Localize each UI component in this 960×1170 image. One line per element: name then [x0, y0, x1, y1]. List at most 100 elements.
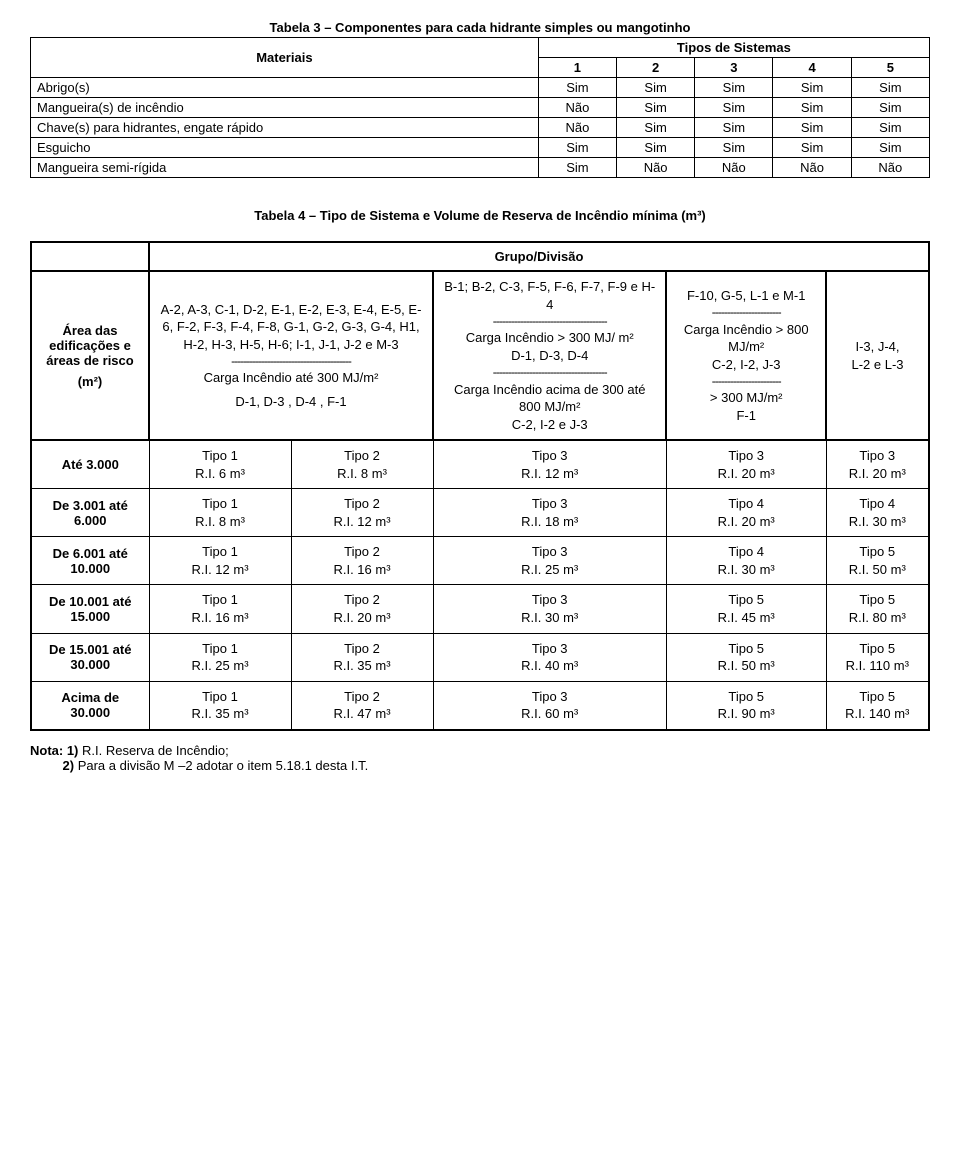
- t4-cell: Tipo 5R.I. 50 m³: [826, 537, 929, 585]
- t4-cell: Tipo 3R.I. 60 m³: [433, 681, 666, 730]
- t4-colD-l2: Carga Incêndio > 800 MJ/m²: [675, 321, 817, 356]
- t4-group-header: Grupo/Divisão: [149, 242, 929, 271]
- t4-colD-l3: C-2, I-2, J-3: [675, 356, 817, 374]
- t4-colD-l1: F-10, G-5, L-1 e M-1: [675, 287, 817, 305]
- t3-cell: Não: [617, 158, 695, 178]
- t4-cell: Tipo 1R.I. 6 m³: [149, 440, 291, 489]
- t4-cell: Tipo 5R.I. 90 m³: [666, 681, 826, 730]
- t4-colD-l4: > 300 MJ/m²: [675, 389, 817, 407]
- t3-cell: Não: [695, 158, 773, 178]
- t3-cell: Sim: [617, 78, 695, 98]
- t4-colE-l2: L-2 e L-3: [835, 356, 920, 374]
- t3-cell: Não: [773, 158, 851, 178]
- t4-row-label: Até 3.000: [31, 440, 149, 489]
- t3-cell: Sim: [773, 98, 851, 118]
- t4-cell: Tipo 2R.I. 12 m³: [291, 489, 433, 537]
- t4-cell: Tipo 5R.I. 45 m³: [666, 585, 826, 633]
- t4-row-label: De 6.001 até 10.000: [31, 537, 149, 585]
- t4-row-label: De 10.001 até 15.000: [31, 585, 149, 633]
- t3-cell: Sim: [538, 78, 616, 98]
- t3-cell: Sim: [851, 118, 929, 138]
- t4-colC-sep2: --------------------------------------: [442, 364, 657, 380]
- note-1: R.I. Reserva de Incêndio;: [78, 743, 228, 758]
- t3-row-label: Abrigo(s): [31, 78, 539, 98]
- t4-cell: Tipo 3R.I. 25 m³: [433, 537, 666, 585]
- t3-cell: Sim: [617, 138, 695, 158]
- t3-col-4: 4: [773, 58, 851, 78]
- t4-cell: Tipo 2R.I. 20 m³: [291, 585, 433, 633]
- t4-colA-l1: A-2, A-3, C-1, D-2, E-1, E-2, E-3, E-4, …: [158, 301, 424, 354]
- t4-cell: Tipo 5R.I. 110 m³: [826, 633, 929, 681]
- t4-colE-header: I-3, J-4, L-2 e L-3: [826, 271, 929, 440]
- t3-cell: Sim: [851, 138, 929, 158]
- t3-cell: Sim: [695, 118, 773, 138]
- t4-cell: Tipo 2R.I. 16 m³: [291, 537, 433, 585]
- t3-col-3: 3: [695, 58, 773, 78]
- t3-row-label: Chave(s) para hidrantes, engate rápido: [31, 118, 539, 138]
- t4-row-label: De 3.001 até 6.000: [31, 489, 149, 537]
- t4-row-label: Acima de 30.000: [31, 681, 149, 730]
- t3-cell: Sim: [851, 78, 929, 98]
- t4-colC-sep1: --------------------------------------: [442, 313, 657, 329]
- t4-colC-l5: C-2, I-2 e J-3: [442, 416, 657, 434]
- t3-cell: Sim: [695, 98, 773, 118]
- t4-colD-l5: F-1: [675, 407, 817, 425]
- t4-area-label-1: Área das edificações e áreas de risco: [40, 323, 140, 368]
- t4-colC-l2: Carga Incêndio > 300 MJ/ m²: [442, 329, 657, 347]
- t4-cell: Tipo 1R.I. 16 m³: [149, 585, 291, 633]
- note-2-lead: 2): [63, 758, 75, 773]
- t4-cell: Tipo 3R.I. 18 m³: [433, 489, 666, 537]
- t4-colC-l3: D-1, D-3, D-4: [442, 347, 657, 365]
- t3-cell: Sim: [851, 98, 929, 118]
- t3-row-label: Mangueira semi-rígida: [31, 158, 539, 178]
- t4-colC-l1: B-1; B-2, C-3, F-5, F-6, F-7, F-9 e H-4: [442, 278, 657, 313]
- t4-area-label-2: (m²): [40, 374, 140, 389]
- t4-cell: Tipo 2R.I. 35 m³: [291, 633, 433, 681]
- t4-area-label: Área das edificações e áreas de risco (m…: [31, 271, 149, 440]
- t3-cell: Não: [538, 118, 616, 138]
- t4-colC-l4: Carga Incêndio acima de 300 até 800 MJ/m…: [442, 381, 657, 416]
- t3-cell: Sim: [695, 138, 773, 158]
- t3-row-label: Esguicho: [31, 138, 539, 158]
- t3-cell: Não: [538, 98, 616, 118]
- t4-cell: Tipo 4R.I. 30 m³: [826, 489, 929, 537]
- t4-cell: Tipo 4R.I. 20 m³: [666, 489, 826, 537]
- t4-cell: Tipo 3R.I. 30 m³: [433, 585, 666, 633]
- t4-cell: Tipo 4R.I. 30 m³: [666, 537, 826, 585]
- t3-col-2: 2: [617, 58, 695, 78]
- t3-row-label: Mangueira(s) de incêndio: [31, 98, 539, 118]
- t3-cell: Não: [851, 158, 929, 178]
- t4-cell: Tipo 3R.I. 40 m³: [433, 633, 666, 681]
- table3: Materiais Tipos de Sistemas 1 2 3 4 5 Ab…: [30, 37, 930, 178]
- t4-cell: Tipo 1R.I. 12 m³: [149, 537, 291, 585]
- note-2: Para a divisão M –2 adotar o item 5.18.1…: [74, 758, 368, 773]
- t4-cell: Tipo 1R.I. 35 m³: [149, 681, 291, 730]
- t3-col-5: 5: [851, 58, 929, 78]
- t4-row-label: De 15.001 até 30.000: [31, 633, 149, 681]
- t4-colA-l3: D-1, D-3 , D-4 , F-1: [158, 393, 424, 411]
- t4-colC-header: B-1; B-2, C-3, F-5, F-6, F-7, F-9 e H-4 …: [433, 271, 666, 440]
- t3-header-tipos: Tipos de Sistemas: [538, 38, 929, 58]
- table3-title: Tabela 3 – Componentes para cada hidrant…: [30, 20, 930, 35]
- t3-cell: Sim: [773, 78, 851, 98]
- t4-colD-sep2: -----------------------: [675, 373, 817, 389]
- t4-cell: Tipo 1R.I. 25 m³: [149, 633, 291, 681]
- t4-colA-header: A-2, A-3, C-1, D-2, E-1, E-2, E-3, E-4, …: [149, 271, 433, 440]
- t4-cell: Tipo 2R.I. 8 m³: [291, 440, 433, 489]
- t4-cell: Tipo 1R.I. 8 m³: [149, 489, 291, 537]
- t4-cell: Tipo 3R.I. 20 m³: [826, 440, 929, 489]
- table4: Grupo/Divisão Área das edificações e áre…: [30, 241, 930, 731]
- t4-cell: Tipo 5R.I. 50 m³: [666, 633, 826, 681]
- t4-cell: Tipo 5R.I. 140 m³: [826, 681, 929, 730]
- t4-colE-l1: I-3, J-4,: [835, 338, 920, 356]
- t3-header-materials: Materiais: [31, 38, 539, 78]
- t3-cell: Sim: [617, 118, 695, 138]
- t4-colA-l2: Carga Incêndio até 300 MJ/m²: [158, 369, 424, 387]
- t4-cell: Tipo 3R.I. 20 m³: [666, 440, 826, 489]
- t3-cell: Sim: [773, 118, 851, 138]
- t4-cell: Tipo 2R.I. 47 m³: [291, 681, 433, 730]
- t3-cell: Sim: [773, 138, 851, 158]
- table4-title: Tabela 4 – Tipo de Sistema e Volume de R…: [30, 208, 930, 223]
- t3-col-1: 1: [538, 58, 616, 78]
- t4-colD-header: F-10, G-5, L-1 e M-1 -------------------…: [666, 271, 826, 440]
